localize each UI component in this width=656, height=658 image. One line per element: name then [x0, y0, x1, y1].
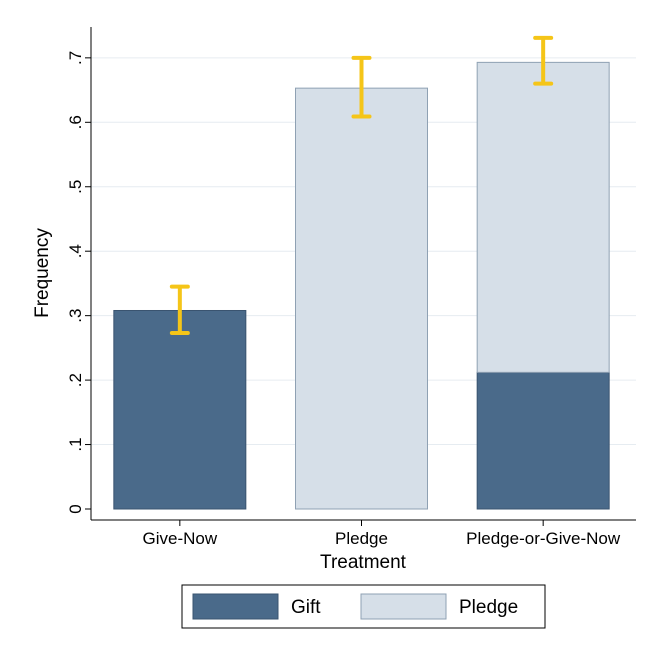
bar-pledge-pledge-or-give-now [476, 61, 610, 373]
legend-label-gift: Gift [291, 597, 321, 618]
y-tick-label: .6 [66, 115, 85, 129]
y-tick-label: 0 [66, 504, 85, 513]
legend-swatch-gift [192, 593, 279, 620]
x-tick-label: Pledge-or-Give-Now [466, 529, 621, 548]
y-tick-label: .4 [66, 244, 85, 258]
axes [90, 27, 636, 521]
y-axis-title: Frequency [32, 228, 53, 318]
x-tick-label: Give-Now [143, 529, 218, 548]
bar-gift-give-now [113, 309, 247, 510]
bars [113, 61, 610, 510]
x-tick-label: Pledge [335, 529, 388, 548]
y-tick-label: .2 [66, 373, 85, 387]
y-tick-label: .7 [66, 51, 85, 65]
y-tick-label: .3 [66, 309, 85, 323]
bar-gift-pledge-or-give-now [476, 371, 610, 510]
legend-swatch-pledge [360, 593, 447, 620]
y-tick-label: .5 [66, 180, 85, 194]
y-ticks: 0 .1 .2 .3 .4 .5 .6 .7 [66, 51, 91, 514]
y-tick-label: .1 [66, 437, 85, 451]
legend: Gift Pledge [181, 584, 546, 629]
x-ticks: Give-Now Pledge Pledge-or-Give-Now [143, 520, 621, 548]
bar-pledge-pledge [295, 87, 428, 510]
error-bars [169, 35, 554, 336]
x-axis-title: Treatment [320, 552, 407, 573]
legend-label-pledge: Pledge [459, 597, 518, 618]
